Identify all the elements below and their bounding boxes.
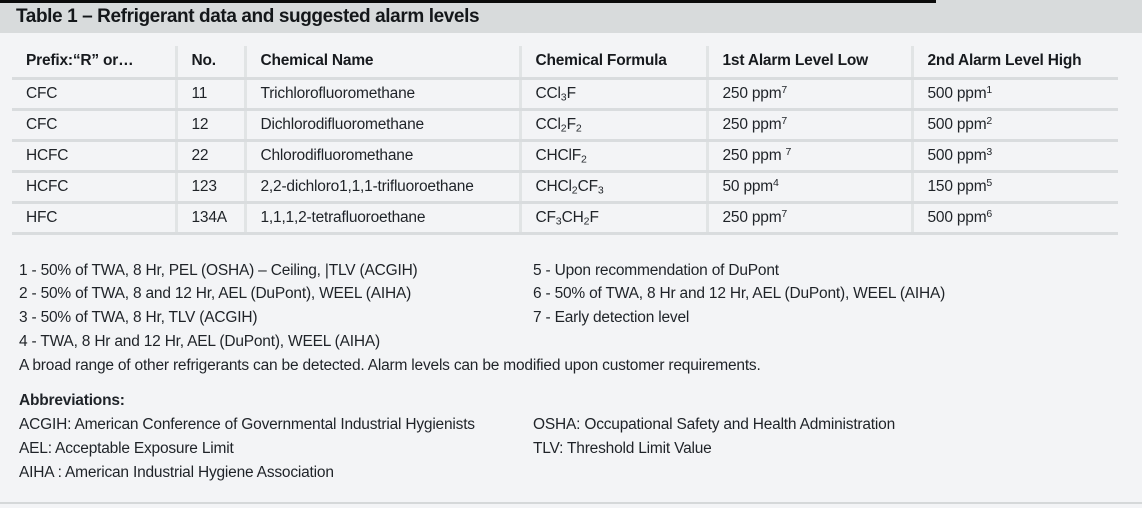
table-body: CFC 11 Trichlorofluoromethane CCl3F 250 ppm7… bbox=[12, 78, 1118, 235]
abbreviations-heading: Abbreviations: bbox=[19, 392, 125, 410]
footnote: 7 - Early detection level bbox=[533, 309, 690, 327]
cell-r0-c4: 250 ppm7 bbox=[705, 78, 912, 111]
cell-r0-c0: CFC bbox=[12, 78, 176, 111]
refrigerant-table: Prefix:“R” or… No. Chemical Name Chemical F… bbox=[12, 46, 1118, 235]
cell-r4-c0: HFC bbox=[12, 202, 176, 235]
footnote-list-right: 5 - Upon recommendation of DuPont 6 - 50%… bbox=[533, 259, 945, 330]
cell-r4-c4: 250 ppm7 bbox=[705, 202, 912, 235]
cell-r1-c1: 12 bbox=[174, 109, 245, 142]
cell-r2-c2: Chlorodifluoromethane bbox=[243, 140, 520, 173]
footnotes-left-column: 1 - 50% of TWA, 8 Hr, PEL (OSHA) – Ceili… bbox=[19, 259, 1142, 378]
abbreviation: AIHA : American Industrial Hygiene Assoc… bbox=[19, 464, 334, 482]
abbreviation-list-right: OSHA: Occupational Safety and Health Adm… bbox=[533, 413, 895, 461]
footnote: 6 - 50% of TWA, 8 Hr and 12 Hr, AEL (DuP… bbox=[533, 285, 946, 303]
column-header-4: 1st Alarm Level Low bbox=[705, 46, 912, 80]
footnote: 1 - 50% of TWA, 8 Hr, PEL (OSHA) – Ceili… bbox=[19, 261, 418, 279]
header-row: Prefix:“R” or… No. Chemical Name Chemical F… bbox=[12, 46, 1118, 80]
cell-r2-c0: HCFC bbox=[12, 140, 176, 173]
cell-r3-c5: 150 ppm5 bbox=[910, 171, 1118, 204]
cell-r2-c1: 22 bbox=[174, 140, 245, 173]
cell-r0-c2: Trichlorofluoromethane bbox=[243, 78, 520, 111]
cell-r4-c2: 1,1,1,2-tetrafluoroethane bbox=[243, 202, 520, 235]
cell-r2-c4: 250 ppm 7 bbox=[705, 140, 912, 173]
footnote: 3 - 50% of TWA, 8 Hr, TLV (ACGIH) bbox=[19, 309, 258, 327]
column-header-1: No. bbox=[174, 46, 245, 80]
cell-r1-c0: CFC bbox=[12, 109, 176, 142]
table-row: CFC 11 Trichlorofluoromethane CCl3F 250 ppm7… bbox=[12, 78, 1118, 111]
cell-r4-c3: CF3CH2F bbox=[518, 202, 707, 235]
footnote: 5 - Upon recommendation of DuPont bbox=[533, 261, 779, 279]
cell-r3-c1: 123 bbox=[174, 171, 245, 204]
table-row: CFC 12 Dichlorodifluoromethane CCl2F2 250 pp… bbox=[12, 109, 1118, 142]
cell-r0-c5: 500 ppm1 bbox=[910, 78, 1118, 111]
footnote: 4 - TWA, 8 Hr and 12 Hr, AEL (DuPont), W… bbox=[19, 332, 380, 350]
abbreviations-section: Abbreviations: ACGIH: American Conferenc… bbox=[19, 389, 1142, 485]
cell-r1-c2: Dichlorodifluoromethane bbox=[243, 109, 520, 142]
table-row: HCFC 22 Chlorodifluoromethane CHClF2 250 ppm… bbox=[12, 140, 1118, 173]
cell-r3-c0: HCFC bbox=[12, 171, 176, 204]
column-header-0: Prefix:“R” or… bbox=[12, 46, 176, 80]
cell-r3-c3: CHCl2CF3 bbox=[518, 171, 707, 204]
cell-r0-c1: 11 bbox=[174, 78, 245, 111]
abbreviation: AEL: Acceptable Exposure Limit bbox=[19, 440, 234, 458]
cell-r2-c3: CHClF2 bbox=[518, 140, 707, 173]
abbreviation: OSHA: Occupational Safety and Health Adm… bbox=[533, 416, 895, 434]
abbreviation: ACGIH: American Conference of Government… bbox=[19, 416, 475, 434]
table-row: HCFC 123 2,2-dichloro1,1,1-trifluoroethane… bbox=[12, 171, 1118, 204]
cell-r0-c3: CCl3F bbox=[518, 78, 707, 111]
cell-r1-c5: 500 ppm2 bbox=[910, 109, 1118, 142]
footnote-list-left: 1 - 50% of TWA, 8 Hr, PEL (OSHA) – Ceili… bbox=[19, 259, 1142, 354]
cell-r4-c5: 500 ppm6 bbox=[910, 202, 1118, 235]
column-header-5: 2nd Alarm Level High bbox=[910, 46, 1118, 80]
table-row: HFC 134A 1,1,1,2-tetrafluoroethane CF3CH2F 2… bbox=[12, 202, 1118, 235]
cell-r2-c5: 500 ppm3 bbox=[910, 140, 1118, 173]
cell-r3-c4: 50 ppm4 bbox=[705, 171, 912, 204]
top-border bbox=[0, 0, 936, 3]
footnotes-section: 1 - 50% of TWA, 8 Hr, PEL (OSHA) – Ceili… bbox=[19, 259, 1142, 378]
abbreviation-list-left: ACGIH: American Conference of Government… bbox=[19, 413, 1142, 485]
table-title: Table 1 – Refrigerant data and suggested… bbox=[0, 0, 1142, 33]
abbreviation: TLV: Threshold Limit Value bbox=[533, 440, 712, 458]
bottom-divider bbox=[0, 502, 1142, 504]
cell-r1-c4: 250 ppm7 bbox=[705, 109, 912, 142]
column-header-2: Chemical Name bbox=[243, 46, 520, 80]
column-header-3: Chemical Formula bbox=[518, 46, 707, 80]
note-text: A broad range of other refrigerants can … bbox=[19, 356, 761, 374]
cell-r3-c2: 2,2-dichloro1,1,1-trifluoroethane bbox=[243, 171, 520, 204]
cell-r1-c3: CCl2F2 bbox=[518, 109, 707, 142]
cell-r4-c1: 134A bbox=[174, 202, 245, 235]
footnote: 2 - 50% of TWA, 8 and 12 Hr, AEL (DuPont… bbox=[19, 285, 412, 303]
